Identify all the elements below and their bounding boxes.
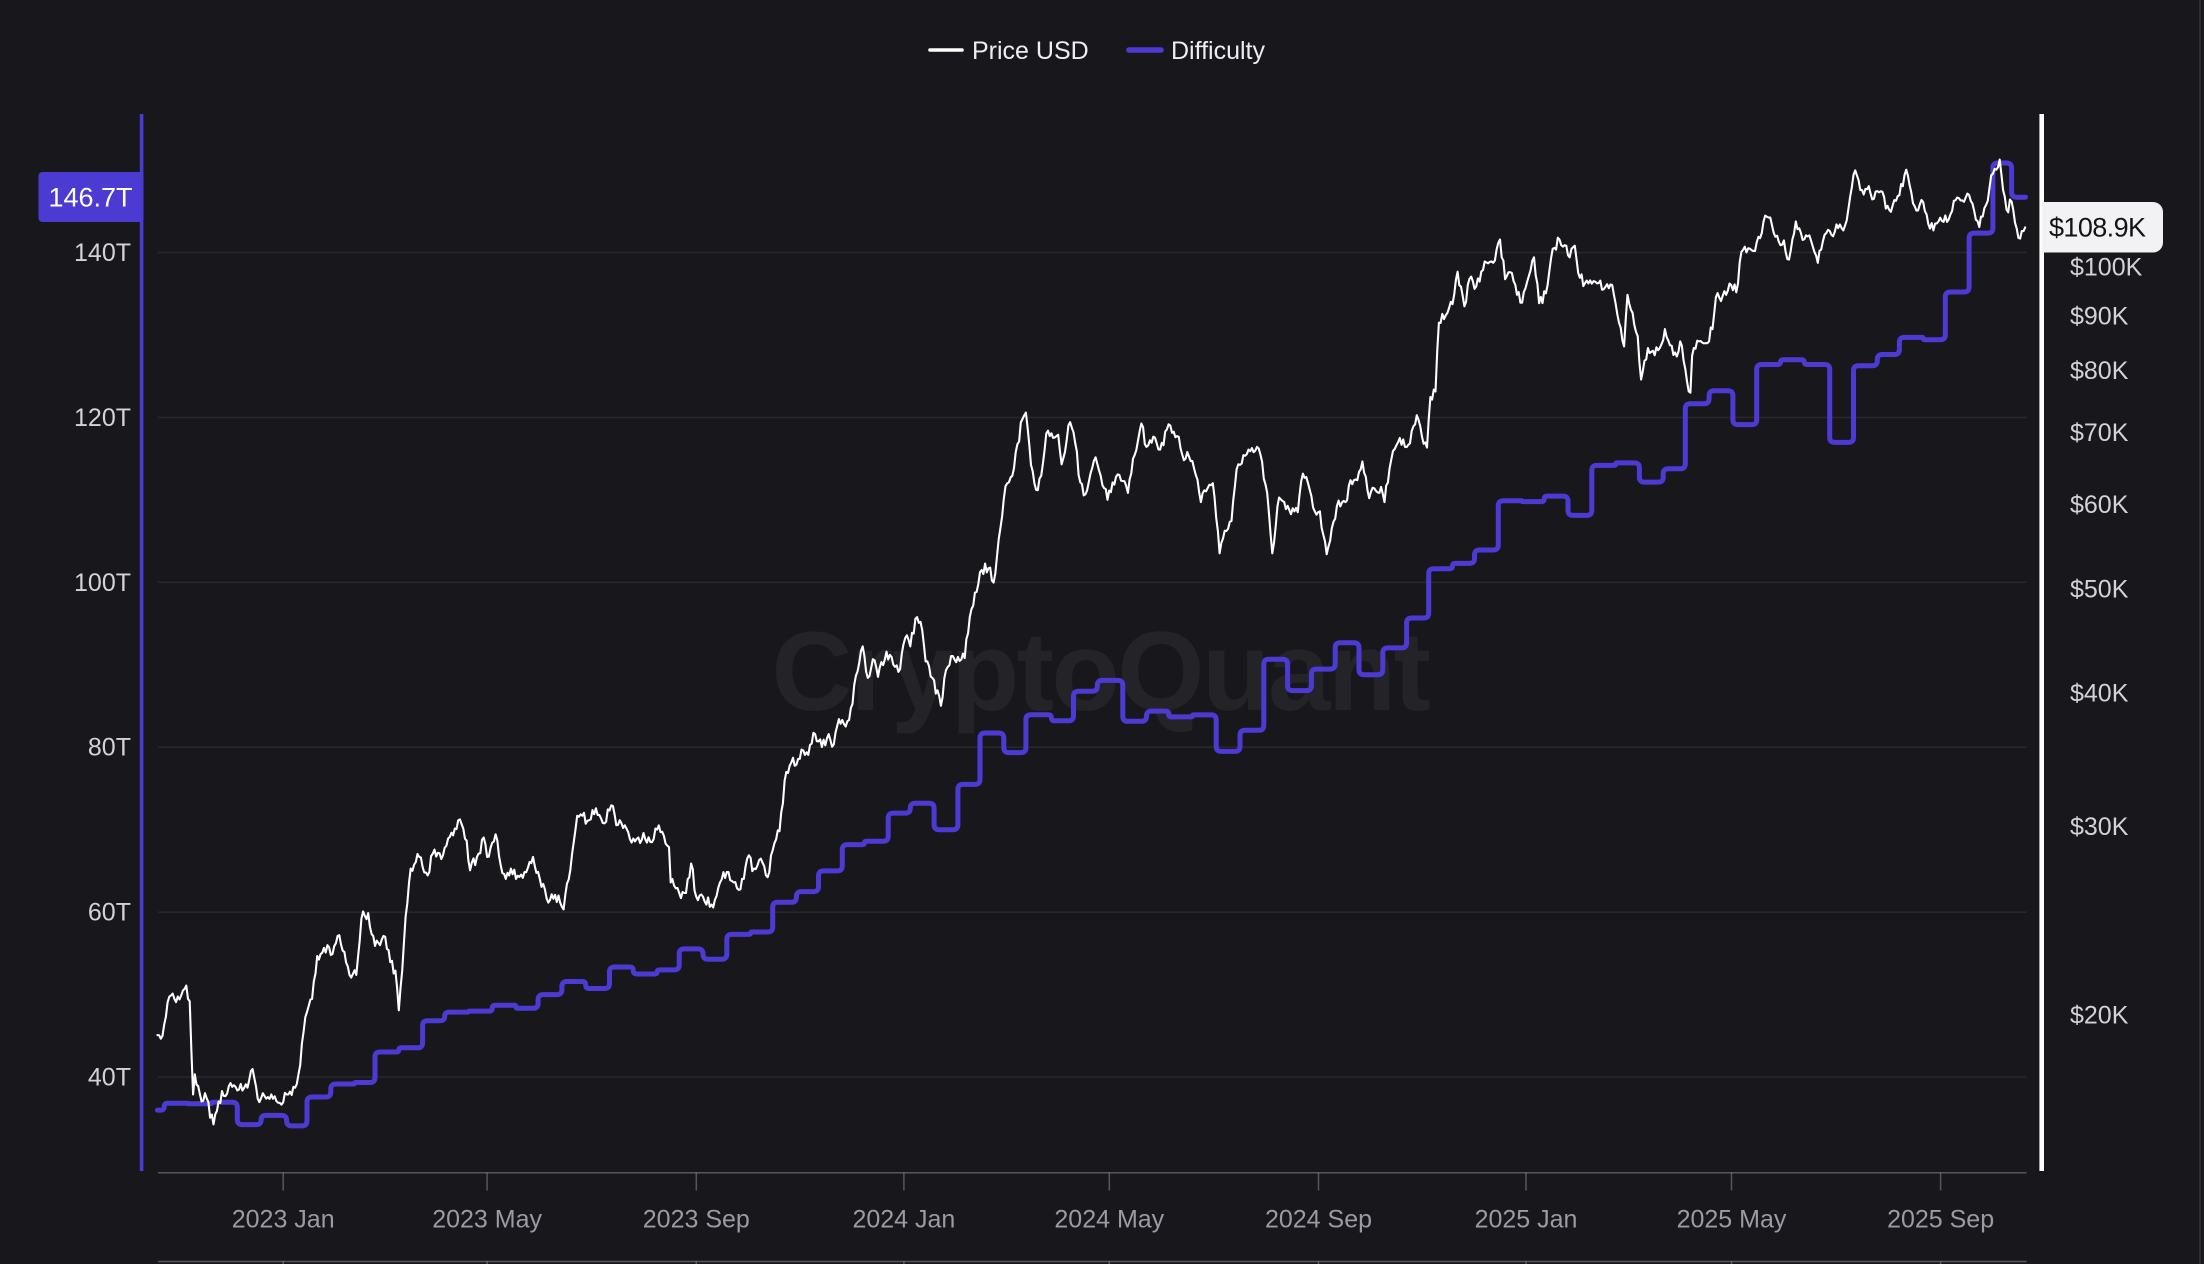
svg-text:100T: 100T [74, 569, 131, 597]
svg-text:$80K: $80K [2070, 357, 2129, 385]
svg-text:140T: 140T [74, 239, 131, 267]
svg-text:2025 Sep: 2025 Sep [1887, 1206, 1994, 1234]
svg-text:2024 Sep: 2024 Sep [1265, 1206, 1372, 1234]
svg-text:120T: 120T [74, 404, 131, 432]
svg-text:Difficulty: Difficulty [1171, 37, 1266, 65]
svg-text:$90K: $90K [2070, 303, 2129, 331]
svg-text:Price USD: Price USD [972, 37, 1089, 65]
svg-text:$60K: $60K [2070, 491, 2129, 519]
svg-text:2023 Jan: 2023 Jan [232, 1206, 335, 1234]
svg-text:2025 May: 2025 May [1677, 1206, 1787, 1234]
svg-text:$20K: $20K [2070, 1001, 2129, 1029]
svg-text:2024 May: 2024 May [1054, 1206, 1164, 1234]
svg-text:60T: 60T [88, 899, 131, 927]
svg-text:$50K: $50K [2070, 576, 2129, 604]
svg-text:$40K: $40K [2070, 679, 2129, 707]
svg-text:80T: 80T [88, 734, 131, 762]
svg-text:2025 Jan: 2025 Jan [1475, 1206, 1578, 1234]
svg-text:$108.9K: $108.9K [2049, 213, 2146, 243]
svg-text:$70K: $70K [2070, 419, 2129, 447]
svg-text:2023 May: 2023 May [432, 1206, 542, 1234]
svg-text:2023 Sep: 2023 Sep [643, 1206, 750, 1234]
svg-text:146.7T: 146.7T [48, 183, 132, 213]
svg-text:$100K: $100K [2070, 254, 2143, 282]
svg-text:40T: 40T [88, 1064, 131, 1092]
svg-text:2024 Jan: 2024 Jan [852, 1206, 955, 1234]
svg-text:$30K: $30K [2070, 813, 2129, 841]
